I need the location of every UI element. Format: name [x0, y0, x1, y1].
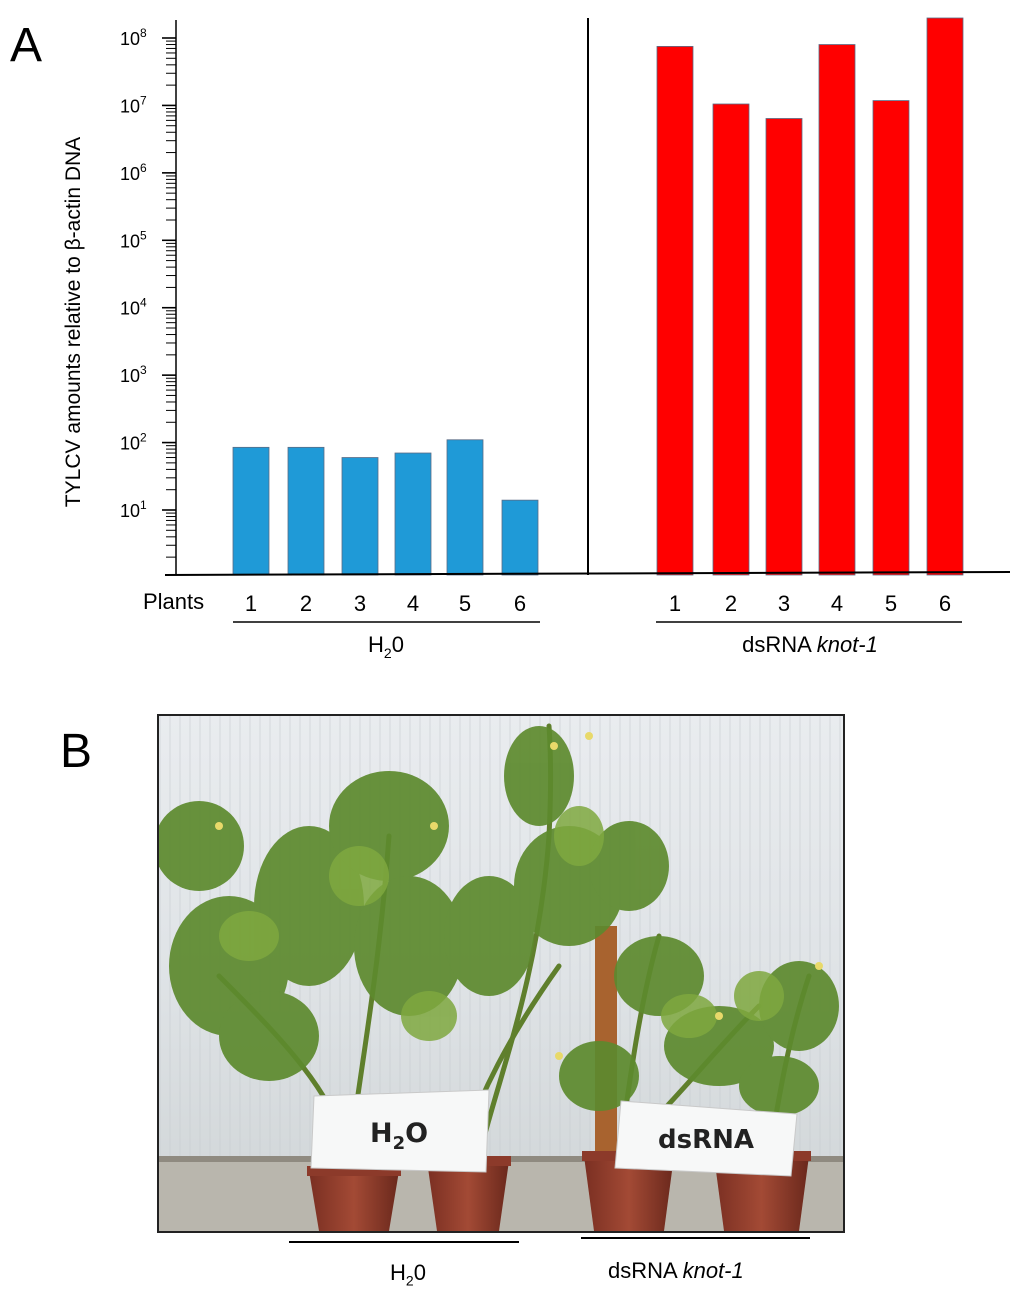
- bar: [232, 446, 270, 576]
- y-tick-label: 103: [120, 363, 147, 386]
- plant-photo: H2O dsRNA: [157, 714, 845, 1233]
- y-tick-label: 104: [120, 296, 147, 319]
- x-axis: 1 2 3 4 5 6 H20 1 2 3 4 5 6 dsRNA knot-1: [164, 18, 1011, 661]
- panel-b-label: B: [60, 725, 93, 778]
- y-tick-label: 101: [120, 498, 147, 521]
- photo-caption-dsrna: dsRNA knot-1: [608, 1258, 744, 1283]
- photo-caption-h2o: H20: [390, 1260, 426, 1289]
- y-tick-label: 106: [120, 161, 147, 184]
- x-tick-label: 6: [514, 591, 526, 616]
- x-tick-label: 1: [245, 591, 257, 616]
- x-tick-label: 5: [885, 591, 897, 616]
- x-tick-label: 2: [725, 591, 737, 616]
- panel-a-label: A: [10, 19, 43, 72]
- bar: [872, 100, 910, 576]
- sign-left: H2O: [310, 1089, 490, 1173]
- group-underline-h2o: [289, 1241, 519, 1243]
- bar: [818, 44, 856, 576]
- group-underline-dsrna: [581, 1237, 810, 1239]
- sign-left-text: H2O: [370, 1118, 428, 1154]
- bar: [712, 103, 750, 576]
- sign-right-text: dsRNA: [658, 1125, 754, 1155]
- x-axis-prefix-label: Plants: [143, 589, 204, 614]
- x-tick-label: 6: [939, 591, 951, 616]
- x-tick-label: 4: [407, 591, 419, 616]
- bar: [501, 499, 539, 576]
- bar: [926, 17, 964, 576]
- x-tick-label: 4: [831, 591, 843, 616]
- bar: [341, 457, 379, 576]
- group-label: dsRNA knot-1: [742, 632, 878, 657]
- chart-a: 101 102 103 104 105 106 107 108 1 2 3 4 5 6 H20 1 2 3 4 5 6…: [62, 17, 1011, 661]
- y-tick-label: 107: [120, 93, 147, 116]
- y-tick-label: 102: [120, 431, 147, 454]
- group-label: H20: [368, 632, 404, 661]
- bar: [394, 452, 432, 576]
- y-tick-label: 108: [120, 26, 147, 49]
- x-tick-label: 1: [669, 591, 681, 616]
- bar: [287, 446, 325, 576]
- x-tick-label: 3: [354, 591, 366, 616]
- bar: [656, 46, 694, 576]
- y-axis-label: TYLCV amounts relative to β-actin DNA: [62, 137, 85, 507]
- sign-right: dsRNA: [614, 1100, 798, 1177]
- y-tick-label: 105: [120, 228, 147, 251]
- bar: [446, 439, 484, 576]
- y-axis: 101 102 103 104 105 106 107 108: [120, 20, 177, 575]
- x-tick-label: 3: [778, 591, 790, 616]
- bars: [232, 17, 964, 576]
- x-tick-label: 5: [459, 591, 471, 616]
- x-tick-label: 2: [300, 591, 312, 616]
- bar: [765, 118, 803, 576]
